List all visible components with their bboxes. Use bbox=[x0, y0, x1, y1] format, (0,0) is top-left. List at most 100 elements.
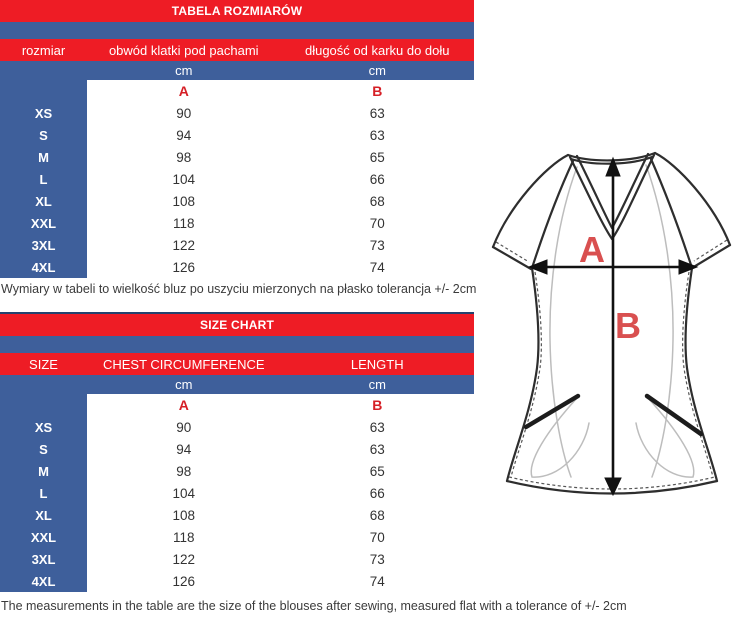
letter-b: B bbox=[372, 397, 383, 413]
table-row: XL 108 68 bbox=[0, 504, 474, 526]
cuff-stitch-right bbox=[693, 239, 728, 262]
side-stitch-left bbox=[510, 271, 542, 478]
length-value: 63 bbox=[369, 419, 385, 435]
size-label: 3XL bbox=[0, 234, 87, 256]
chest-value: 122 bbox=[172, 237, 196, 253]
size-label: M bbox=[0, 146, 87, 168]
measurement-arrows bbox=[527, 156, 699, 497]
chest-value: 108 bbox=[172, 193, 196, 209]
size-label: L bbox=[0, 168, 87, 190]
table-row: XS 90 63 bbox=[0, 416, 474, 438]
size-label: XS bbox=[0, 416, 87, 438]
chest-value: 98 bbox=[176, 463, 192, 479]
armhole-right bbox=[649, 157, 694, 270]
size-label: XS bbox=[0, 102, 87, 124]
table-row: M 98 65 bbox=[0, 460, 474, 482]
chest-value: 94 bbox=[176, 127, 192, 143]
table-row: 4XL 126 74 bbox=[0, 256, 474, 278]
princess-seam-right bbox=[645, 164, 674, 478]
size-label: S bbox=[0, 438, 87, 460]
chest-value: 126 bbox=[172, 573, 196, 589]
dimension-label-a: A bbox=[579, 229, 605, 270]
size-table-english: SIZE CHART SIZE CHEST CIRCUMFERENCE LENG… bbox=[0, 312, 474, 592]
letters-row: A B bbox=[0, 80, 474, 102]
column-header-chest: obwód klatki pod pachami bbox=[108, 42, 259, 58]
size-label: XL bbox=[0, 190, 87, 212]
length-value: 70 bbox=[369, 529, 385, 545]
note-polish: Wymiary w tabeli to wielkość bluz po usz… bbox=[1, 282, 477, 296]
table-row: XL 108 68 bbox=[0, 190, 474, 212]
chest-value: 108 bbox=[172, 507, 196, 523]
length-value: 68 bbox=[369, 193, 385, 209]
sleeve-right-cuff bbox=[690, 243, 732, 270]
cuff-stitch-left bbox=[495, 241, 530, 263]
chest-value: 122 bbox=[172, 551, 196, 567]
sleeve-left-cuff bbox=[491, 245, 533, 271]
units-cm-chest: cm bbox=[175, 377, 193, 392]
chest-value: 104 bbox=[172, 485, 196, 501]
column-header-size: SIZE bbox=[29, 356, 58, 372]
size-label: 3XL bbox=[0, 548, 87, 570]
table-row: M 98 65 bbox=[0, 146, 474, 168]
table-row: 3XL 122 73 bbox=[0, 234, 474, 256]
chest-value: 104 bbox=[172, 171, 196, 187]
chest-value: 94 bbox=[176, 441, 192, 457]
length-value: 63 bbox=[369, 127, 385, 143]
letter-b: B bbox=[372, 83, 383, 99]
blouse-measurement-diagram: A B bbox=[491, 151, 732, 497]
length-value: 66 bbox=[369, 485, 385, 501]
letters-row: A B bbox=[0, 394, 474, 416]
table-row: XXL 118 70 bbox=[0, 526, 474, 548]
length-value: 65 bbox=[369, 463, 385, 479]
table-row: S 94 63 bbox=[0, 124, 474, 146]
table-header-row: rozmiar obwód klatki pod pachami długość… bbox=[0, 39, 474, 61]
note-english: The measurements in the table are the si… bbox=[1, 599, 627, 613]
size-label: S bbox=[0, 124, 87, 146]
blouse-outline bbox=[491, 151, 732, 495]
pocket-line-left bbox=[523, 393, 581, 430]
table-row: S 94 63 bbox=[0, 438, 474, 460]
letter-a: A bbox=[178, 397, 189, 413]
length-value: 66 bbox=[369, 171, 385, 187]
arrowhead-left-icon bbox=[527, 259, 548, 275]
pocket-bag-right bbox=[635, 397, 695, 478]
table-body: XS 90 63 S 94 63 M 98 65 L 104 66 XL 108 68 XXL 118 70 3XL… bbox=[0, 416, 474, 592]
letters-empty-cell bbox=[0, 80, 87, 102]
sleeve-right-outer bbox=[653, 151, 732, 247]
table-title: TABELA ROZMIARÓW bbox=[0, 0, 474, 22]
table-row: L 104 66 bbox=[0, 482, 474, 504]
size-label: 4XL bbox=[0, 256, 87, 278]
side-seam-left bbox=[505, 266, 540, 483]
table-spacer-band bbox=[0, 336, 474, 353]
size-table-polish: TABELA ROZMIARÓW rozmiar obwód klatki po… bbox=[0, 0, 474, 278]
length-value: 73 bbox=[369, 551, 385, 567]
size-label: XL bbox=[0, 504, 87, 526]
letters-empty-cell bbox=[0, 394, 87, 416]
length-value: 70 bbox=[369, 215, 385, 231]
stitch-lines bbox=[495, 239, 728, 490]
units-cm-length: cm bbox=[368, 63, 386, 78]
length-value: 74 bbox=[369, 259, 385, 275]
length-value: 68 bbox=[369, 507, 385, 523]
column-header-length: długość od karku do dołu bbox=[304, 42, 450, 58]
table-row: XXL 118 70 bbox=[0, 212, 474, 234]
table-row: 4XL 126 74 bbox=[0, 570, 474, 592]
pocket-openings bbox=[523, 393, 704, 437]
size-label: XXL bbox=[0, 526, 87, 548]
length-value: 63 bbox=[369, 105, 385, 121]
column-header-chest: CHEST CIRCUMFERENCE bbox=[102, 356, 265, 372]
princess-seam-left bbox=[549, 166, 578, 478]
table-spacer-band bbox=[0, 22, 474, 39]
length-value: 65 bbox=[369, 149, 385, 165]
table-row: 3XL 122 73 bbox=[0, 548, 474, 570]
hem-stitch bbox=[508, 476, 716, 490]
table-row: L 104 66 bbox=[0, 168, 474, 190]
size-label: XXL bbox=[0, 212, 87, 234]
side-stitch-right bbox=[682, 271, 714, 478]
length-value: 63 bbox=[369, 441, 385, 457]
chest-value: 98 bbox=[176, 149, 192, 165]
table-title: SIZE CHART bbox=[0, 314, 474, 336]
column-header-length: LENGTH bbox=[350, 356, 404, 372]
pocket-bag-left bbox=[530, 397, 590, 478]
arrowhead-right-icon bbox=[678, 259, 699, 275]
